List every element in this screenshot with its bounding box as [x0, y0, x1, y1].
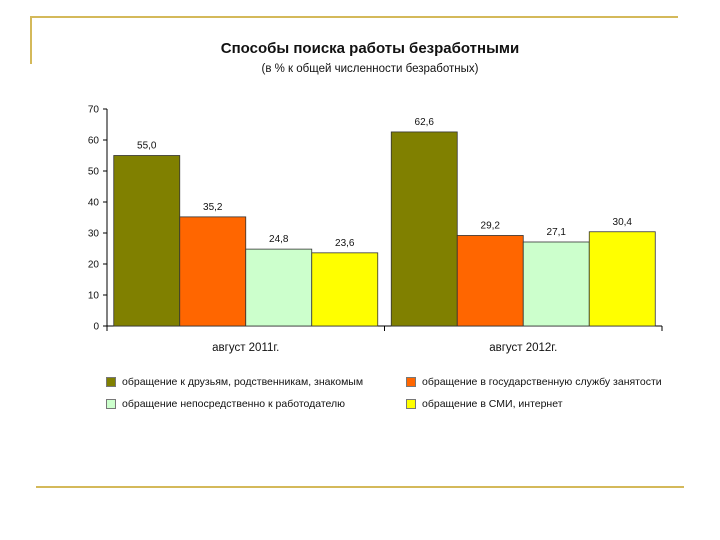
legend-label-friends: обращение к друзьям, родственникам, знак…: [122, 376, 364, 388]
legend-swatch-employer: [106, 399, 116, 409]
bar: [522, 241, 590, 327]
bar-data-label: 24,8: [269, 234, 289, 245]
legend-label-employment-service: обращение в государственную службу занят…: [422, 376, 662, 388]
bar: [456, 235, 524, 327]
y-tick-label: 0: [93, 322, 99, 333]
legend-label-media: обращение в СМИ, интернет: [422, 398, 563, 410]
category-label: август 2012г.: [489, 342, 557, 354]
y-tick-label: 60: [88, 136, 100, 147]
bar: [311, 252, 379, 327]
slide-frame-left: [30, 16, 32, 64]
legend-item-employment-service: обращение в государственную службу занят…: [406, 376, 662, 388]
bar-data-label: 30,4: [613, 217, 633, 228]
y-tick-label: 70: [88, 105, 100, 116]
y-tick-label: 10: [88, 291, 100, 302]
legend-swatch-media: [406, 399, 416, 409]
bar-data-label: 29,2: [481, 220, 501, 231]
bar: [113, 155, 181, 327]
bar: [588, 231, 656, 327]
bar: [245, 248, 313, 327]
slide-frame-bottom: [36, 486, 684, 488]
bar: [179, 216, 247, 327]
chart-title: Способы поиска работы безработными: [220, 40, 520, 57]
legend-label-employer: обращение непосредственно к работодателю: [122, 398, 346, 410]
bar-data-label: 62,6: [415, 117, 435, 128]
chart-subtitle: (в % к общей численности безработных): [261, 63, 479, 75]
y-tick-label: 20: [88, 260, 100, 271]
legend-item-media: обращение в СМИ, интернет: [406, 398, 563, 410]
legend-swatch-employment-service: [406, 377, 416, 387]
y-tick-label: 30: [88, 229, 100, 240]
y-tick-label: 50: [88, 167, 100, 178]
y-tick-label: 40: [88, 198, 100, 209]
slide-frame-top: [30, 16, 678, 18]
legend-swatch-friends: [106, 377, 116, 387]
bar-data-label: 55,0: [137, 141, 157, 152]
legend-item-friends: обращение к друзьям, родственникам, знак…: [106, 376, 363, 388]
bar-data-label: 23,6: [335, 238, 355, 249]
legend-item-employer: обращение непосредственно к работодателю: [106, 398, 345, 410]
bar: [390, 131, 458, 327]
bar-data-label: 27,1: [547, 227, 567, 238]
category-label: август 2011г.: [212, 342, 279, 354]
bar-data-label: 35,2: [203, 202, 223, 213]
